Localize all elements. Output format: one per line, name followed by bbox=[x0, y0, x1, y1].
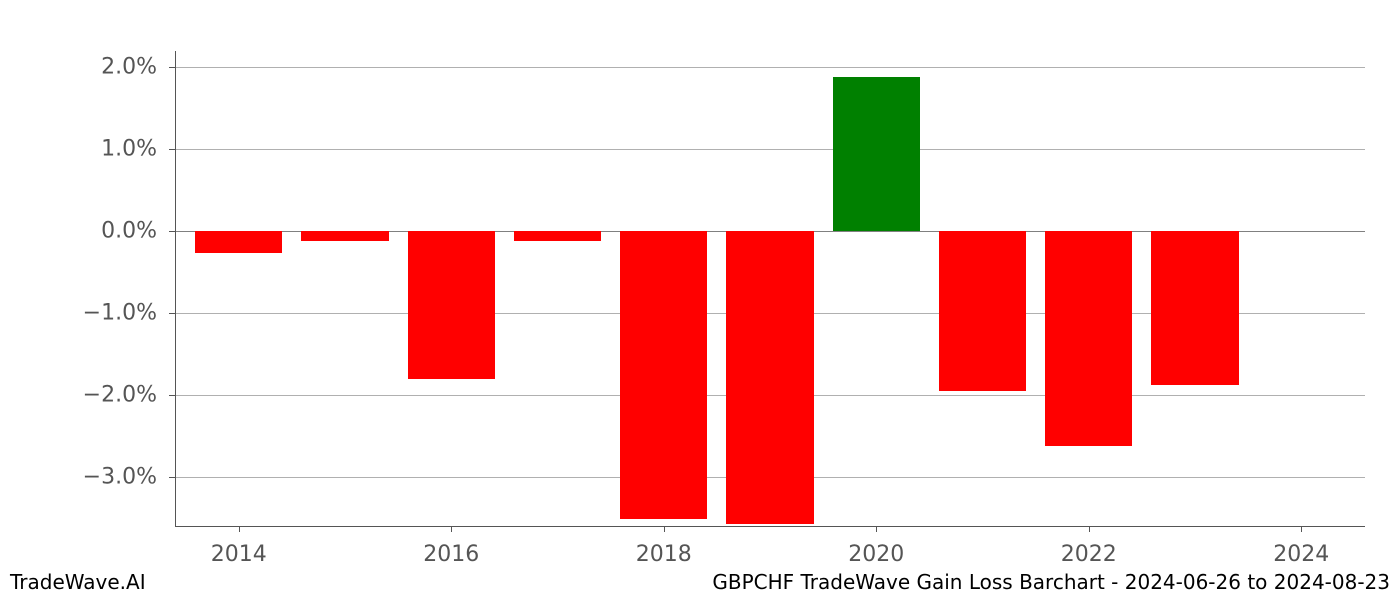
footer-left-text: TradeWave.AI bbox=[10, 570, 146, 594]
x-tick-label: 2024 bbox=[1273, 542, 1329, 567]
y-tick-label: 2.0% bbox=[101, 55, 157, 80]
bar bbox=[1151, 231, 1238, 385]
footer-right-text: GBPCHF TradeWave Gain Loss Barchart - 20… bbox=[712, 570, 1390, 594]
bar bbox=[1045, 231, 1132, 446]
bar bbox=[620, 231, 707, 519]
y-tick-label: 0.0% bbox=[101, 219, 157, 244]
gridline bbox=[175, 67, 1365, 68]
chart-container: −3.0% −2.0% −1.0% 0.0% 1.0% 2.0% 2014 2016 2018 2… bbox=[0, 0, 1400, 600]
bar bbox=[514, 231, 601, 241]
x-tick-label: 2014 bbox=[211, 542, 267, 567]
y-tick-label: 1.0% bbox=[101, 137, 157, 162]
bar bbox=[408, 231, 495, 378]
x-tick-label: 2018 bbox=[636, 542, 692, 567]
x-axis-spine bbox=[175, 526, 1365, 527]
gridline bbox=[175, 149, 1365, 150]
plot-area: −3.0%−2.0%−1.0%0.0%1.0%2.0%2014201620182… bbox=[175, 50, 1365, 526]
bar bbox=[195, 231, 282, 253]
x-tick-label: 2020 bbox=[848, 542, 904, 567]
bar bbox=[726, 231, 813, 524]
y-tick-label: −2.0% bbox=[83, 382, 157, 407]
x-tick-label: 2022 bbox=[1061, 542, 1117, 567]
y-axis-spine bbox=[175, 51, 176, 526]
y-tick-label: −3.0% bbox=[83, 464, 157, 489]
bar bbox=[301, 231, 388, 241]
y-tick-label: −1.0% bbox=[83, 301, 157, 326]
bar bbox=[939, 231, 1026, 391]
bar bbox=[833, 77, 920, 231]
x-tick-label: 2016 bbox=[423, 542, 479, 567]
